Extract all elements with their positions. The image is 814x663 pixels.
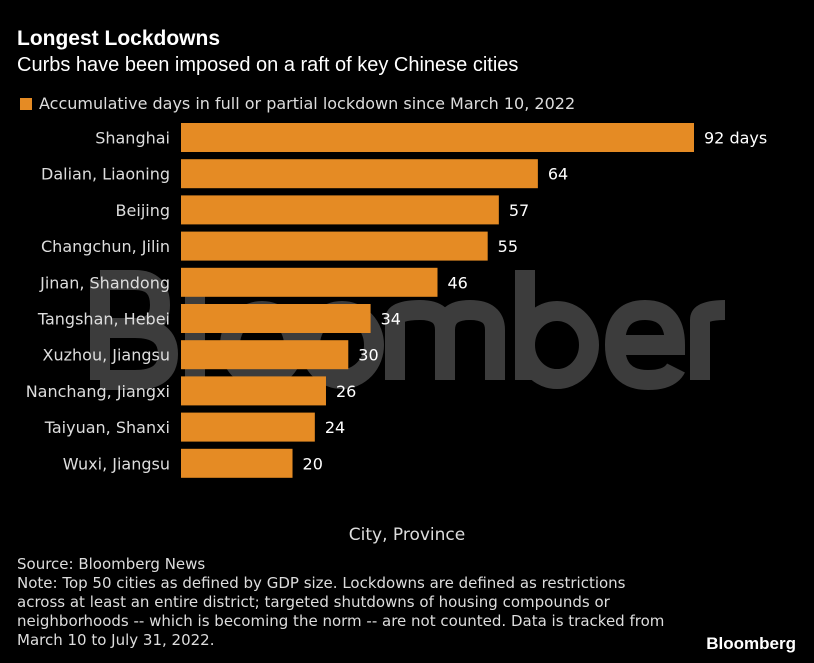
bar	[181, 412, 315, 442]
data-label: 92 days	[704, 129, 767, 148]
bar	[181, 195, 499, 225]
watermark-stroke	[690, 300, 726, 380]
watermark-stroke	[90, 270, 179, 390]
data-label: 55	[498, 237, 518, 256]
bar	[181, 448, 293, 478]
data-label: 57	[509, 201, 529, 220]
category-label: Jinan, Shandong	[39, 273, 170, 292]
bar	[181, 267, 438, 297]
data-label: 34	[381, 310, 401, 329]
data-label: 20	[303, 454, 323, 473]
chart-title: Longest Lockdowns	[17, 27, 221, 50]
chart-subtitle: Curbs have been imposed on a raft of key…	[17, 54, 519, 76]
category-label: Tangshan, Hebei	[37, 310, 170, 329]
bloomberg-logo: Bloomberg	[706, 634, 796, 653]
x-axis-label: City, Province	[348, 525, 466, 545]
data-label: 26	[336, 382, 356, 401]
category-label: Nanchang, Jiangxi	[26, 382, 170, 401]
category-label: Xuzhou, Jiangsu	[43, 346, 170, 365]
source-text: Source: Bloomberg News	[17, 555, 206, 573]
data-label: 30	[358, 346, 378, 365]
watermark-stroke	[515, 270, 600, 389]
bar	[181, 231, 488, 261]
legend: Accumulative days in full or partial loc…	[20, 94, 575, 113]
bar	[181, 376, 326, 406]
bar	[181, 123, 694, 152]
category-label: Changchun, Jilin	[41, 237, 170, 256]
category-label: Taiyuan, Shanxi	[44, 418, 170, 437]
category-label: Dalian, Liaoning	[41, 165, 170, 184]
category-label: Wuxi, Jiangsu	[63, 454, 170, 473]
bar	[181, 159, 538, 189]
data-label: 24	[325, 418, 345, 437]
legend-label: Accumulative days in full or partial loc…	[39, 94, 576, 113]
bar	[181, 340, 349, 370]
bar	[181, 304, 371, 333]
category-label: Shanghai	[95, 129, 170, 148]
legend-swatch	[20, 97, 32, 110]
watermark-stroke	[385, 299, 505, 380]
watermark-stroke	[604, 299, 686, 391]
category-label: Beijing	[116, 201, 170, 220]
data-label: 46	[448, 273, 468, 292]
data-label: 64	[548, 165, 568, 184]
note-text: Note: Top 50 cities as defined by GDP si…	[17, 574, 665, 649]
